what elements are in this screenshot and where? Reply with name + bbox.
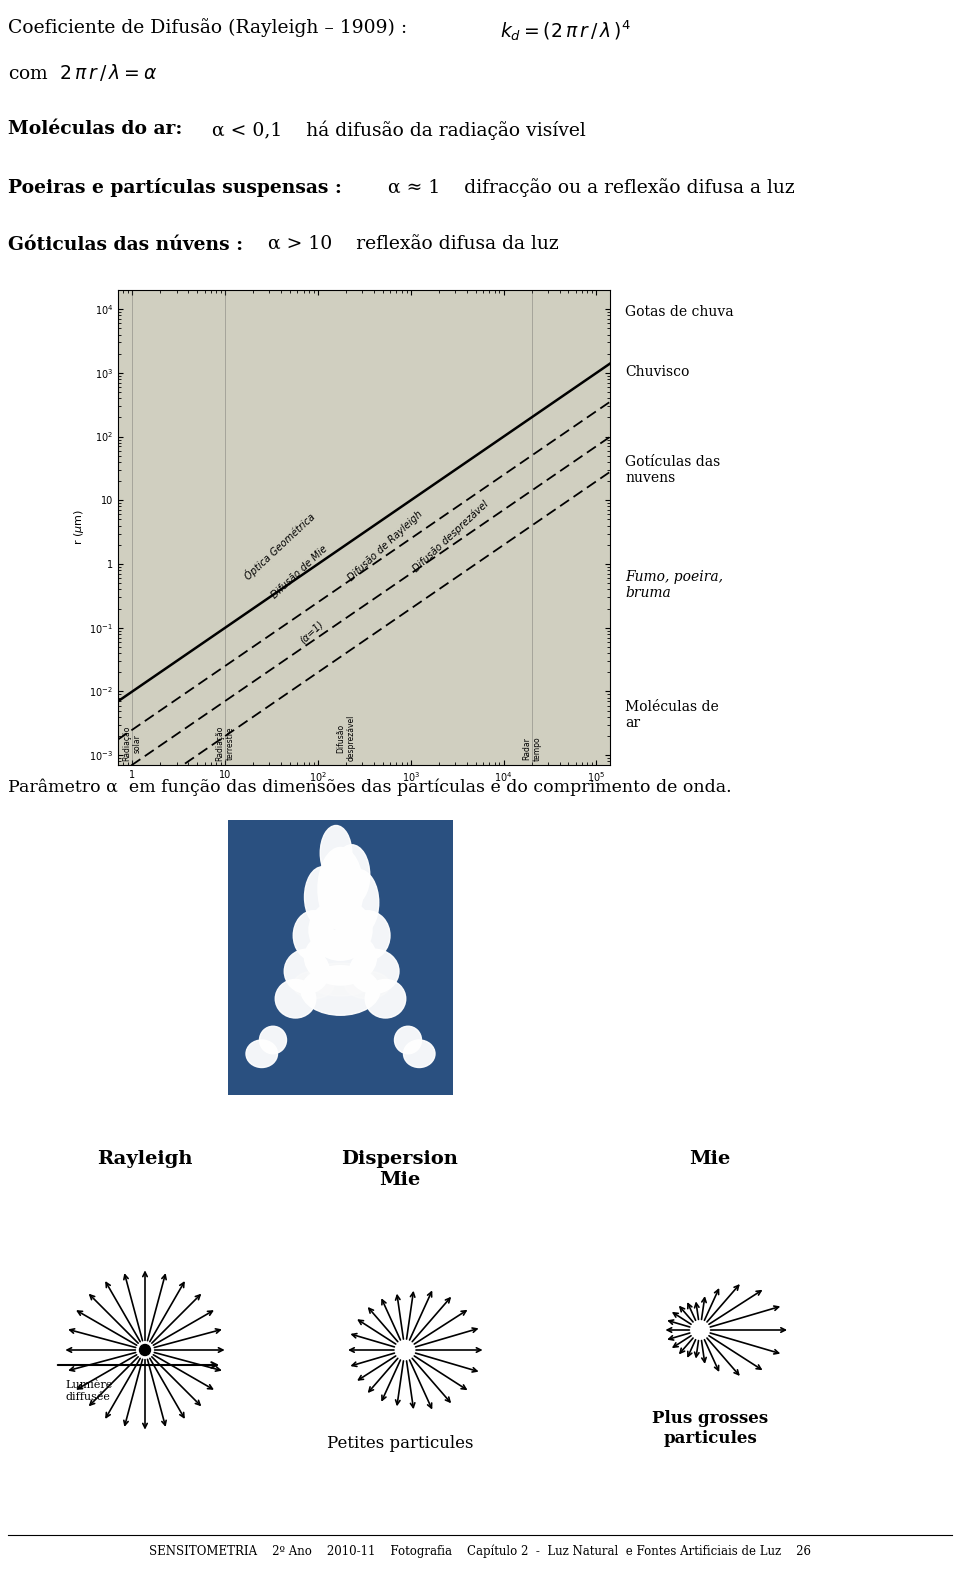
Ellipse shape (345, 971, 390, 998)
Ellipse shape (293, 971, 334, 998)
Text: Petites particules: Petites particules (326, 1435, 473, 1452)
Text: Fumo, poeira,
bruma: Fumo, poeira, bruma (625, 569, 723, 601)
Ellipse shape (293, 912, 334, 960)
Text: α > 10    reflexão difusa da luz: α > 10 reflexão difusa da luz (268, 237, 559, 254)
Ellipse shape (403, 1039, 435, 1068)
Y-axis label: r ($\mu$m): r ($\mu$m) (72, 509, 86, 546)
Text: Poeiras e partículas suspensas :: Poeiras e partículas suspensas : (8, 178, 342, 197)
Ellipse shape (365, 979, 406, 1019)
Text: Difusão de Mie: Difusão de Mie (270, 544, 329, 601)
Circle shape (693, 1323, 707, 1337)
Text: Chuvisco: Chuvisco (625, 364, 689, 378)
Circle shape (139, 1345, 151, 1356)
Text: Difusão desprezável: Difusão desprezável (411, 498, 491, 574)
Ellipse shape (309, 900, 372, 960)
Ellipse shape (334, 845, 370, 905)
Ellipse shape (301, 965, 380, 1016)
Text: α < 0,1    há difusão da radiação visível: α < 0,1 há difusão da radiação visível (212, 120, 586, 139)
Ellipse shape (395, 1027, 421, 1053)
Text: $k_d = (2\,\pi\,r\,/\,\lambda\,)^4$: $k_d = (2\,\pi\,r\,/\,\lambda\,)^4$ (500, 17, 631, 43)
Ellipse shape (338, 869, 379, 935)
Text: Moléculas de
ar: Moléculas de ar (625, 700, 719, 730)
Text: (α=1): (α=1) (298, 618, 324, 645)
Ellipse shape (304, 867, 341, 927)
Text: Difusão
desprezável: Difusão desprezável (336, 714, 355, 762)
Circle shape (398, 1344, 412, 1356)
Ellipse shape (345, 912, 390, 960)
Text: Coeficiente de Difusão (Rayleigh – 1909) :: Coeficiente de Difusão (Rayleigh – 1909)… (8, 17, 407, 36)
Ellipse shape (246, 1039, 277, 1068)
Text: Plus grosses
particules: Plus grosses particules (652, 1410, 768, 1446)
Text: Gotículas das
nuvens: Gotículas das nuvens (625, 456, 720, 486)
Text: Difusão de Rayleigh: Difusão de Rayleigh (346, 509, 424, 583)
Text: Radar
tempo: Radar tempo (522, 736, 541, 762)
Text: Gotas de chuva: Gotas de chuva (625, 304, 733, 319)
Text: com  $2\,\pi\,r\,/\,\lambda = \alpha$: com $2\,\pi\,r\,/\,\lambda = \alpha$ (8, 62, 157, 84)
Ellipse shape (259, 1027, 286, 1053)
Text: Lumière
diffusée: Lumière diffusée (65, 1380, 112, 1402)
Ellipse shape (284, 949, 329, 994)
Ellipse shape (307, 964, 374, 997)
Text: Moléculas do ar:: Moléculas do ar: (8, 120, 182, 139)
Text: Góticulas das núvens :: Góticulas das núvens : (8, 237, 243, 254)
Text: Rayleigh: Rayleigh (97, 1150, 193, 1169)
Ellipse shape (276, 979, 316, 1019)
Ellipse shape (318, 847, 363, 930)
Text: Dispersion
Mie: Dispersion Mie (342, 1150, 459, 1189)
Text: Óptica Geométrica: Óptica Geométrica (242, 511, 317, 582)
Ellipse shape (349, 949, 399, 994)
Text: Parâmetro α  em função das dimensões das partículas e do comprimento de onda.: Parâmetro α em função das dimensões das … (8, 777, 732, 795)
Text: Radiação
terrestre: Radiação terrestre (215, 725, 235, 762)
Ellipse shape (321, 825, 351, 880)
Text: Radiação
solar: Radiação solar (123, 725, 142, 762)
Text: Mie: Mie (689, 1150, 731, 1169)
Text: α ≈ 1    difracção ou a reflexão difusa a luz: α ≈ 1 difracção ou a reflexão difusa a l… (388, 178, 795, 197)
Ellipse shape (304, 930, 376, 986)
Text: SENSITOMETRIA    2º Ano    2010-11    Fotografia    Capítulo 2  -  Luz Natural  : SENSITOMETRIA 2º Ano 2010-11 Fotografia … (149, 1545, 811, 1558)
